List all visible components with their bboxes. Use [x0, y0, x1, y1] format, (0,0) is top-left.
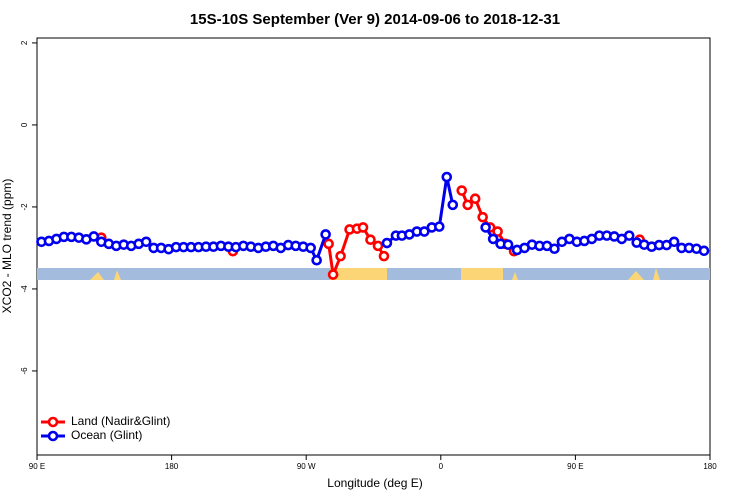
y-tick-label: -2	[20, 203, 29, 211]
x-tick-label: 180	[703, 462, 717, 471]
point	[365, 234, 376, 246]
y-tick-label: -4	[20, 285, 29, 293]
point	[327, 269, 339, 280]
y-tick-label: -6	[20, 367, 29, 375]
point	[88, 231, 100, 242]
point	[469, 193, 481, 205]
chart-title: 15S-10S September (Ver 9) 2014-09-06 to …	[190, 11, 560, 28]
point	[456, 185, 468, 196]
x-axis-label: Longitude (deg E)	[327, 476, 422, 490]
series	[96, 185, 643, 280]
x-tick-label: 0	[439, 462, 444, 471]
land-strip	[461, 268, 503, 280]
point	[381, 237, 393, 249]
x-tick-label: 90 W	[297, 462, 316, 471]
point	[335, 250, 346, 262]
point	[502, 239, 514, 250]
point	[305, 242, 316, 254]
x-tick-label: 180	[165, 462, 179, 471]
point	[372, 240, 384, 252]
point	[140, 236, 152, 248]
point	[357, 222, 369, 233]
series-line	[329, 191, 640, 275]
point	[487, 233, 499, 245]
point	[477, 211, 488, 223]
legend-label: Land (Nadir&Glint)	[71, 414, 170, 428]
point	[419, 226, 430, 237]
point	[668, 236, 680, 248]
point	[549, 243, 560, 255]
point	[480, 222, 491, 233]
legend-label: Ocean (Glint)	[71, 428, 142, 442]
point	[623, 230, 635, 241]
legend-marker	[47, 416, 59, 428]
y-tick-label: 2	[20, 40, 29, 45]
land-strip	[330, 268, 387, 280]
legend-marker	[47, 430, 59, 442]
point	[447, 199, 459, 211]
x-tick-label: 90 E	[567, 462, 583, 471]
point	[492, 226, 503, 237]
series	[36, 171, 710, 266]
point	[441, 171, 453, 183]
y-tick-label: 0	[20, 122, 29, 127]
point	[311, 254, 322, 266]
surface-mask	[37, 268, 710, 280]
plot-frame	[36, 37, 711, 456]
point	[323, 238, 334, 250]
point	[378, 250, 390, 262]
y-axis-label: XCO2 - MLO trend (ppm)	[0, 179, 14, 314]
point	[698, 245, 710, 257]
point	[434, 221, 445, 232]
point	[462, 199, 474, 211]
x-tick-label: 90 E	[29, 462, 45, 471]
point	[320, 229, 331, 240]
